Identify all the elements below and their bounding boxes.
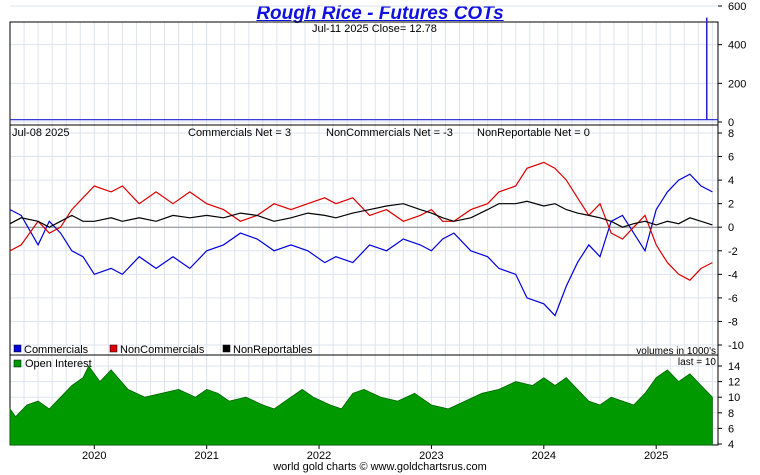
x-tick-label: 2025 xyxy=(644,450,668,462)
label-layer: 0 200 400 600 Jul-11 2025 Close= 12.78 8 6 4 2 0 -… xyxy=(12,1,746,462)
panel-frame xyxy=(9,21,719,126)
legend-swatch xyxy=(109,344,118,353)
x-tick-label: 2022 xyxy=(307,450,331,462)
y-tick-label: 0 xyxy=(728,222,734,234)
legend-swatch xyxy=(222,344,231,353)
series-line-nonreportables xyxy=(9,200,713,228)
y-tick-label: 2 xyxy=(728,199,734,211)
legend-label: Commercials xyxy=(24,344,89,356)
series-line-noncommercials xyxy=(9,161,713,281)
series-line-commercials xyxy=(9,173,713,317)
legend-label: NonCommercials xyxy=(120,344,205,356)
y-tick-label: 600 xyxy=(728,1,746,13)
x-tick-label: 2023 xyxy=(419,450,443,462)
y-tick-label: 400 xyxy=(728,40,746,52)
y-tick-label: 12 xyxy=(728,377,740,389)
series-layer xyxy=(9,17,718,446)
net-header-item: Commercials Net = 3 xyxy=(188,127,291,139)
y-tick-label: -10 xyxy=(728,340,744,352)
y-tick-label: 4 xyxy=(728,439,734,451)
y-tick-label: 4 xyxy=(728,175,734,187)
chart-title: Rough Rice - Futures COTs xyxy=(256,3,504,24)
x-tick-label: 2024 xyxy=(532,450,556,462)
y-tick-label: 6 xyxy=(728,152,734,164)
net-header-item: NonReportable Net = 0 xyxy=(477,127,590,139)
y-tick-label: 8 xyxy=(728,128,734,140)
legend-swatch-open-interest xyxy=(13,359,22,368)
last-note: last = 10 xyxy=(678,357,717,368)
y-tick-label: 10 xyxy=(728,392,740,404)
net-header-item: NonCommercials Net = -3 xyxy=(326,127,453,139)
x-tick-label: 2020 xyxy=(82,450,106,462)
y-tick-label: 6 xyxy=(728,423,734,435)
legend-swatch xyxy=(13,344,22,353)
volume-note: volumes in 1000's xyxy=(636,346,716,357)
open-interest-area xyxy=(9,365,713,446)
y-tick-label: 14 xyxy=(728,361,740,373)
footer-credit: world gold charts © www.goldchartsrus.co… xyxy=(273,461,487,473)
legend-label: NonReportables xyxy=(233,344,313,356)
y-tick-label: 200 xyxy=(728,78,746,90)
legend-label-open-interest: Open Interest xyxy=(25,358,92,370)
y-tick-label: -8 xyxy=(728,316,738,328)
y-tick-label: -6 xyxy=(728,293,738,305)
x-tick-label: 2021 xyxy=(194,450,218,462)
y-tick-label: 8 xyxy=(728,408,734,420)
y-tick-label: 0 xyxy=(728,117,734,129)
y-tick-label: -4 xyxy=(728,269,738,281)
net-header-date: Jul-08 2025 xyxy=(12,127,70,139)
panel-frame xyxy=(9,124,719,356)
y-tick-label: -2 xyxy=(728,246,738,258)
price-header: Jul-11 2025 Close= 12.78 xyxy=(312,23,437,35)
